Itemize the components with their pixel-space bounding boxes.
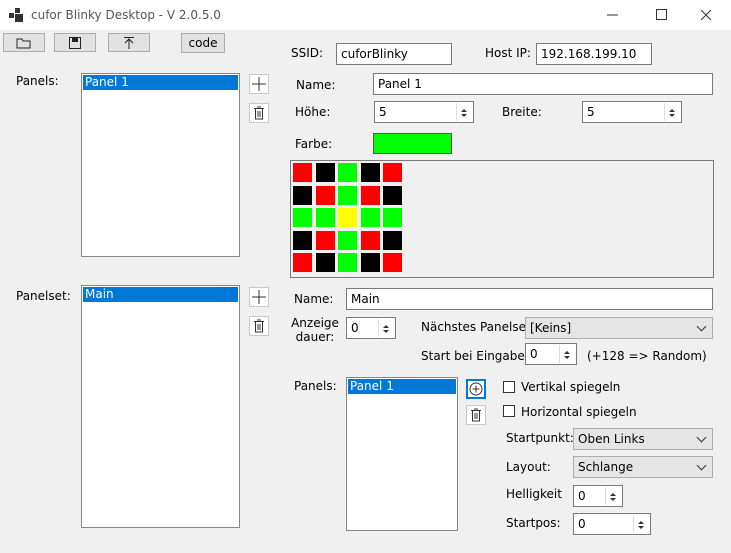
panelset-panel-list[interactable]: Panel 1	[346, 377, 458, 531]
title-bar: cufor Blinky Desktop - V 2.0.5.0	[0, 0, 731, 30]
led-cell[interactable]	[383, 231, 402, 250]
led-cell[interactable]	[361, 186, 380, 205]
window-controls[interactable]	[600, 0, 731, 30]
label: Startpos:	[506, 516, 561, 530]
led-cell[interactable]	[293, 253, 312, 272]
label: Höhe:	[295, 105, 330, 119]
value: 0	[530, 347, 538, 361]
label: Host IP:	[485, 46, 531, 60]
panelset-name-input[interactable]: Main	[346, 288, 713, 310]
label: Start bei Eingabe	[421, 349, 525, 363]
add-button[interactable]	[249, 287, 269, 307]
label: SSID:	[291, 46, 323, 60]
delete-button[interactable]	[249, 316, 269, 336]
value: 5	[587, 105, 595, 119]
led-cell[interactable]	[338, 231, 357, 250]
list-item[interactable]: Panel 1	[83, 75, 238, 90]
led-cell[interactable]	[338, 253, 357, 272]
label: Startpunkt:	[506, 431, 574, 445]
led-cell[interactable]	[316, 163, 335, 182]
label: Breite:	[502, 105, 542, 119]
led-cell[interactable]	[361, 253, 380, 272]
add-button[interactable]	[466, 379, 486, 399]
ssid-input[interactable]: cuforBlinky	[336, 43, 452, 65]
led-cell[interactable]	[293, 186, 312, 205]
value: 0	[351, 321, 359, 335]
led-cell[interactable]	[338, 186, 357, 205]
startpos-spinner[interactable]: 0	[573, 513, 651, 535]
label: Name:	[296, 78, 335, 92]
label: Nächstes Panelset	[421, 320, 531, 334]
led-cell[interactable]	[361, 231, 380, 250]
color-swatch[interactable]	[373, 133, 452, 154]
led-cell[interactable]	[361, 208, 380, 227]
led-cell[interactable]	[293, 231, 312, 250]
led-cell[interactable]	[383, 186, 402, 205]
panel-preview	[290, 160, 714, 278]
startpoint-select[interactable]: Oben Links	[573, 428, 713, 450]
next-panelset-select[interactable]: [Keins]	[525, 317, 713, 339]
checkbox[interactable]	[503, 381, 515, 393]
label: Horizontal spiegeln	[521, 405, 637, 419]
delete-button[interactable]	[466, 405, 486, 425]
led-cell[interactable]	[383, 253, 402, 272]
start-spinner[interactable]: 0	[525, 343, 577, 365]
label: Vertikal spiegeln	[521, 380, 620, 394]
save-button[interactable]	[54, 33, 96, 52]
hint: (+128 => Random)	[587, 349, 707, 363]
app-icon	[9, 8, 23, 22]
panelset-list[interactable]: Main	[81, 285, 240, 528]
led-cell[interactable]	[316, 231, 335, 250]
value: 5	[379, 105, 387, 119]
panel-name-input[interactable]: Panel 1	[373, 73, 713, 95]
list-item[interactable]: Panel 1	[348, 379, 456, 394]
led-cell[interactable]	[293, 163, 312, 182]
led-cell[interactable]	[383, 208, 402, 227]
layout-select[interactable]: Schlange	[573, 456, 713, 478]
label: Panels:	[16, 74, 59, 88]
led-cell[interactable]	[338, 208, 357, 227]
label: Helligkeit	[506, 487, 562, 501]
height-spinner[interactable]: 5	[374, 101, 474, 123]
led-cell[interactable]	[361, 163, 380, 182]
delete-button[interactable]	[249, 103, 269, 123]
value: 0	[578, 517, 586, 531]
host-input[interactable]: 192.168.199.10	[536, 43, 652, 65]
label: Layout:	[506, 460, 551, 474]
width-spinner[interactable]: 5	[582, 101, 682, 123]
led-cell[interactable]	[293, 208, 312, 227]
led-cell[interactable]	[383, 163, 402, 182]
led-cell[interactable]	[316, 208, 335, 227]
panel-list[interactable]: Panel 1	[81, 73, 240, 257]
label: Farbe:	[295, 137, 332, 151]
code-button[interactable]: code	[181, 33, 225, 53]
label: Anzeige dauer:	[290, 316, 340, 344]
label: Panelset:	[16, 289, 71, 303]
checkbox[interactable]	[503, 405, 515, 417]
list-item[interactable]: Main	[83, 287, 238, 302]
duration-spinner[interactable]: 0	[346, 317, 396, 339]
open-button[interactable]	[3, 33, 45, 52]
add-button[interactable]	[249, 74, 269, 94]
led-cell[interactable]	[316, 253, 335, 272]
brightness-spinner[interactable]: 0	[573, 485, 623, 507]
upload-button[interactable]	[108, 33, 150, 52]
value: 0	[578, 489, 586, 503]
led-cell[interactable]	[338, 163, 357, 182]
led-cell[interactable]	[316, 186, 335, 205]
label: Name:	[294, 292, 333, 306]
window-title: cufor Blinky Desktop - V 2.0.5.0	[31, 8, 221, 22]
label: Panels:	[294, 379, 337, 393]
